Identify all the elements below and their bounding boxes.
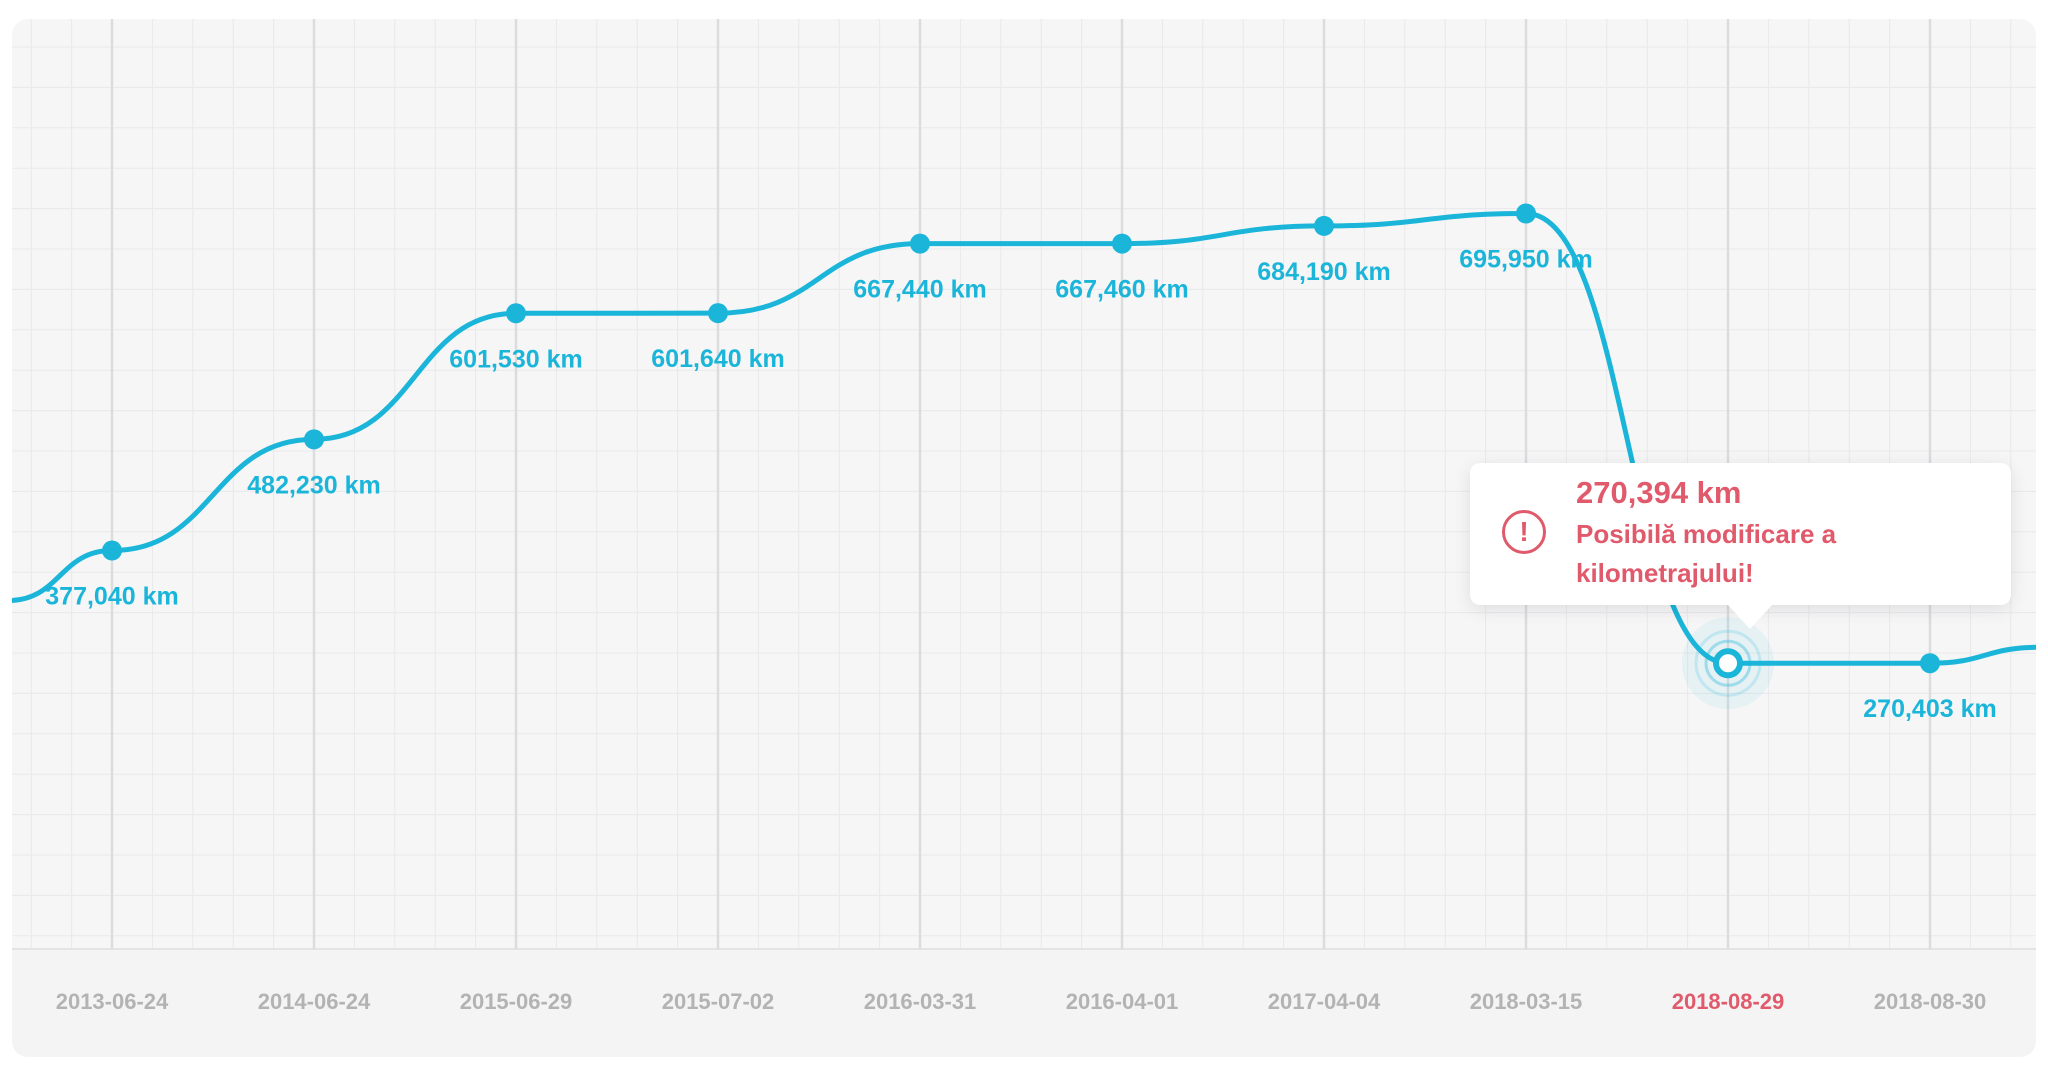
data-point (1920, 653, 1940, 674)
data-point (1314, 215, 1334, 236)
data-points (102, 203, 1940, 710)
x-tick-label: 2016-03-31 (864, 989, 977, 1014)
data-point (708, 303, 728, 324)
x-axis-labels: 2013-06-24 2014-06-24 2015-06-29 2015-07-02… (56, 989, 1987, 1014)
tooltip-message: Posibilă modificare a kilometrajului! (1576, 519, 1837, 588)
data-point-highlighted (1713, 648, 1743, 679)
exclamation-circle-icon: ! (1502, 510, 1546, 554)
data-label: 695,950 km (1459, 246, 1592, 274)
data-point (910, 233, 930, 254)
x-tick-label: 2015-06-29 (460, 989, 573, 1014)
vertical-date-lines (110, 19, 1932, 949)
data-label: 667,460 km (1055, 276, 1188, 304)
data-label: 482,230 km (247, 471, 380, 499)
mileage-chart-card: 377,040 km 482,230 km 601,530 km 601,640 km… (12, 19, 2036, 1057)
highlight-ring-inner (1704, 639, 1752, 687)
rollback-warning-tooltip: ! 270,394 km Posibilă modificare a kilom… (1470, 463, 2011, 629)
x-tick-label: 2018-08-29 (1672, 989, 1785, 1014)
tooltip-value: 270,394 km (1576, 475, 1742, 510)
x-tick-label: 2015-07-02 (662, 989, 775, 1014)
data-point (304, 429, 324, 450)
data-labels: 377,040 km 482,230 km 601,530 km 601,640 km… (45, 246, 1996, 724)
tooltip-arrow (1728, 605, 1772, 629)
data-point (102, 540, 122, 561)
mileage-chart: 377,040 km 482,230 km 601,530 km 601,640 km… (12, 19, 2036, 1057)
data-label: 270,403 km (1863, 695, 1996, 723)
data-label: 601,530 km (449, 345, 582, 373)
data-label: 684,190 km (1257, 258, 1390, 286)
x-axis-band (12, 949, 2036, 1057)
x-tick-label: 2013-06-24 (56, 989, 169, 1014)
data-point (1516, 203, 1536, 224)
data-point (1112, 233, 1132, 254)
x-tick-label: 2018-03-15 (1470, 989, 1583, 1014)
x-tick-label: 2014-06-24 (258, 989, 371, 1014)
x-tick-label: 2017-04-04 (1268, 989, 1381, 1014)
data-label: 667,440 km (853, 276, 986, 304)
x-tick-label: 2018-08-30 (1874, 989, 1987, 1014)
data-label: 601,640 km (651, 345, 784, 373)
data-point (506, 303, 526, 324)
data-label: 377,040 km (45, 583, 178, 611)
x-tick-label: 2016-04-01 (1066, 989, 1179, 1014)
highlight-ring-outer (1694, 629, 1762, 697)
